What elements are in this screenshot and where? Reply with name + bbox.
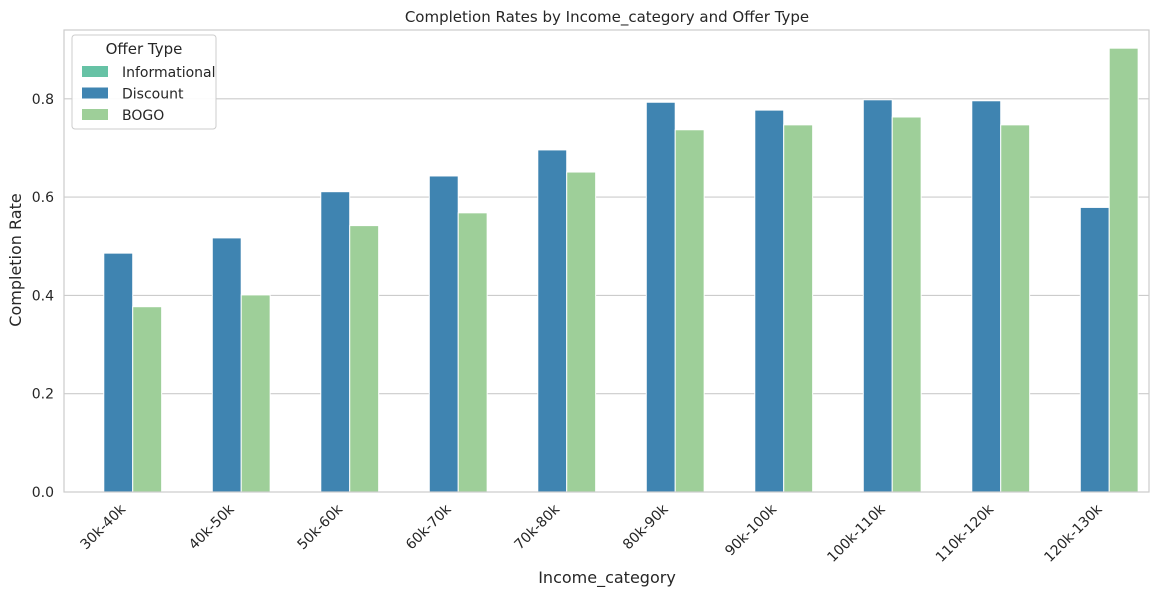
- bar-discount-40k-50k: [211, 237, 242, 493]
- bar-discount-60k-70k: [428, 175, 459, 493]
- bar-bogo-110k-120k: [1000, 124, 1031, 493]
- legend-items: Informational Discount BOGO: [82, 65, 216, 124]
- bars: [103, 47, 1139, 493]
- legend-swatch-bogo: [82, 109, 108, 120]
- legend-title: Offer Type: [106, 40, 183, 58]
- bar-discount-50k-60k: [320, 191, 351, 493]
- y-tick-labels: 0.0 0.2 0.4 0.6 0.8: [32, 92, 54, 501]
- y-tick-label: 0.8: [32, 92, 54, 108]
- bar-bogo-30k-40k: [132, 306, 163, 493]
- y-tick-label: 0.4: [32, 288, 54, 304]
- bar-bogo-90k-100k: [783, 124, 814, 493]
- bar-bogo-80k-90k: [674, 129, 705, 493]
- legend-label-informational: Informational: [122, 65, 216, 81]
- bar-discount-100k-110k: [862, 99, 893, 493]
- bar-discount-120k-130k: [1079, 206, 1110, 493]
- chart-title: Completion Rates by Income_category and …: [405, 8, 809, 27]
- legend-label-bogo: BOGO: [122, 108, 164, 124]
- bar-discount-110k-120k: [971, 100, 1002, 493]
- legend-label-discount: Discount: [122, 87, 184, 103]
- bar-bogo-100k-110k: [891, 116, 922, 493]
- y-tick-label: 0.6: [32, 190, 54, 206]
- bar-bogo-40k-50k: [240, 294, 271, 493]
- bar-bogo-70k-80k: [566, 171, 597, 493]
- legend-swatch-informational: [82, 66, 108, 77]
- bar-bogo-60k-70k: [457, 212, 488, 493]
- x-axis-label: Income_category: [538, 568, 676, 588]
- bar-discount-30k-40k: [103, 252, 134, 493]
- legend: Offer Type Informational Discount BOGO: [71, 34, 217, 130]
- bar-discount-80k-90k: [645, 101, 676, 493]
- y-tick-label: 0.0: [32, 485, 54, 501]
- plot-frame: [63, 29, 1150, 493]
- legend-box: [71, 34, 217, 130]
- legend-swatch-discount: [82, 87, 108, 99]
- bar-discount-70k-80k: [537, 149, 568, 493]
- bar-bogo-50k-60k: [349, 225, 380, 493]
- y-tick-label: 0.2: [32, 387, 54, 403]
- bar-discount-90k-100k: [754, 109, 785, 493]
- y-axis-label: Completion Rate: [6, 193, 25, 326]
- bar-bogo-120k-130k: [1108, 47, 1139, 493]
